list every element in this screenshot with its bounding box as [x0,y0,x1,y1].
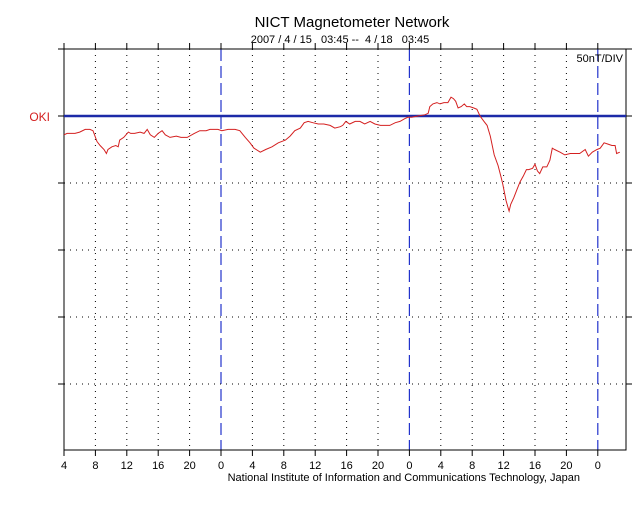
x-tick-label: 8 [92,460,98,472]
x-tick-label: 8 [281,460,287,472]
chart-title: NICT Magnetometer Network [255,14,450,31]
axis-ticks [58,43,632,456]
x-tick-label: 4 [249,460,255,472]
x-tick-label: 20 [183,460,195,472]
x-tick-label: 12 [121,460,133,472]
x-tick-label: 20 [560,460,572,472]
x-tick-label: 16 [152,460,164,472]
x-tick-label: 4 [438,460,444,472]
chart-subtitle: 2007 / 4 / 15 03:45 -- 4 / 18 03:45 [251,34,430,46]
series-line-oki [63,96,620,213]
x-tick-label: 16 [340,460,352,472]
x-tick-label: 8 [469,460,475,472]
x-tick-label: 4 [61,460,67,472]
x-tick-label: 0 [218,460,224,472]
x-tick-label: 12 [309,460,321,472]
x-tick-label: 0 [406,460,412,472]
x-tick-label: 0 [595,460,601,472]
scale-label: 50nT/DIV [577,53,624,65]
x-tick-label: 16 [529,460,541,472]
station-label: OKI [29,110,50,124]
x-tick-label: 12 [497,460,509,472]
x-tick-label: 20 [372,460,384,472]
x-tick-labels: 4 8 12 16 20 0 4 8 12 16 20 0 4 8 12 16 20 0 [61,460,601,472]
credit-text: National Institute of Information and Co… [228,472,580,484]
grid [64,49,626,450]
